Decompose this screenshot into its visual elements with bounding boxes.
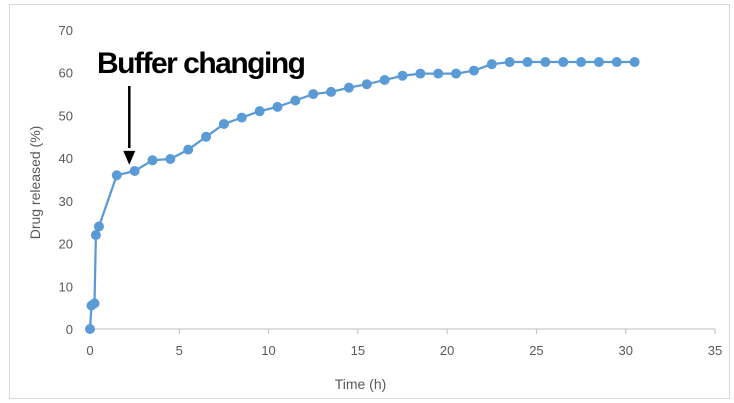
y-tick-label: 60 [59, 66, 73, 81]
y-tick-label: 20 [59, 237, 73, 252]
x-axis-ticks: 0 5 10 15 20 25 30 35 [86, 329, 722, 358]
y-tick-label: 10 [59, 279, 73, 294]
series-group [85, 57, 640, 334]
x-tick-label: 35 [708, 343, 722, 358]
data-point [147, 155, 158, 166]
data-point [486, 59, 497, 70]
data-point [593, 57, 604, 68]
data-point [236, 112, 247, 123]
x-tick-label: 10 [261, 343, 275, 358]
data-point [183, 144, 194, 155]
data-point [415, 68, 426, 79]
data-point [361, 79, 372, 90]
chart-frame [9, 4, 730, 399]
data-point [326, 86, 337, 97]
data-point [397, 70, 408, 81]
series-line [88, 60, 635, 330]
data-point [89, 298, 100, 309]
data-point [522, 57, 533, 68]
x-tick-label: 0 [86, 343, 93, 358]
data-point [540, 57, 551, 68]
data-point [468, 65, 479, 76]
y-tick-label: 50 [59, 108, 73, 123]
data-point [201, 131, 212, 142]
y-tick-label: 40 [59, 151, 73, 166]
x-tick-label: 20 [440, 343, 454, 358]
y-tick-label: 30 [59, 194, 73, 209]
data-point [433, 68, 444, 79]
data-point [611, 57, 622, 68]
data-point [272, 101, 283, 112]
data-point [576, 57, 587, 68]
x-tick-label: 5 [176, 343, 183, 358]
x-tick-label: 15 [351, 343, 365, 358]
data-point [504, 57, 515, 68]
data-point [558, 57, 569, 68]
annotation-arrow-head [123, 150, 136, 165]
data-point [218, 118, 229, 129]
data-point [254, 106, 265, 117]
annotation-buffer-changing: Buffer changing [97, 47, 305, 80]
data-point [290, 95, 301, 106]
y-axis-ticks: 0 10 20 30 40 50 60 70 [59, 23, 73, 337]
y-axis-title: Drug released (%) [27, 126, 43, 240]
data-point [111, 170, 122, 181]
annotation-group: Buffer changing [97, 47, 306, 165]
data-point [93, 221, 104, 232]
data-point [451, 68, 462, 79]
data-point [379, 74, 390, 85]
data-point [165, 153, 176, 164]
data-point [85, 324, 95, 334]
data-point [343, 82, 354, 93]
data-point [308, 89, 319, 100]
y-tick-label: 0 [66, 322, 73, 337]
x-tick-label: 30 [618, 343, 632, 358]
x-tick-label: 25 [529, 343, 543, 358]
data-point [629, 57, 640, 68]
y-tick-label: 70 [59, 23, 73, 38]
x-axis-title: Time (h) [335, 376, 387, 392]
data-point [90, 230, 101, 241]
data-point [129, 165, 140, 176]
